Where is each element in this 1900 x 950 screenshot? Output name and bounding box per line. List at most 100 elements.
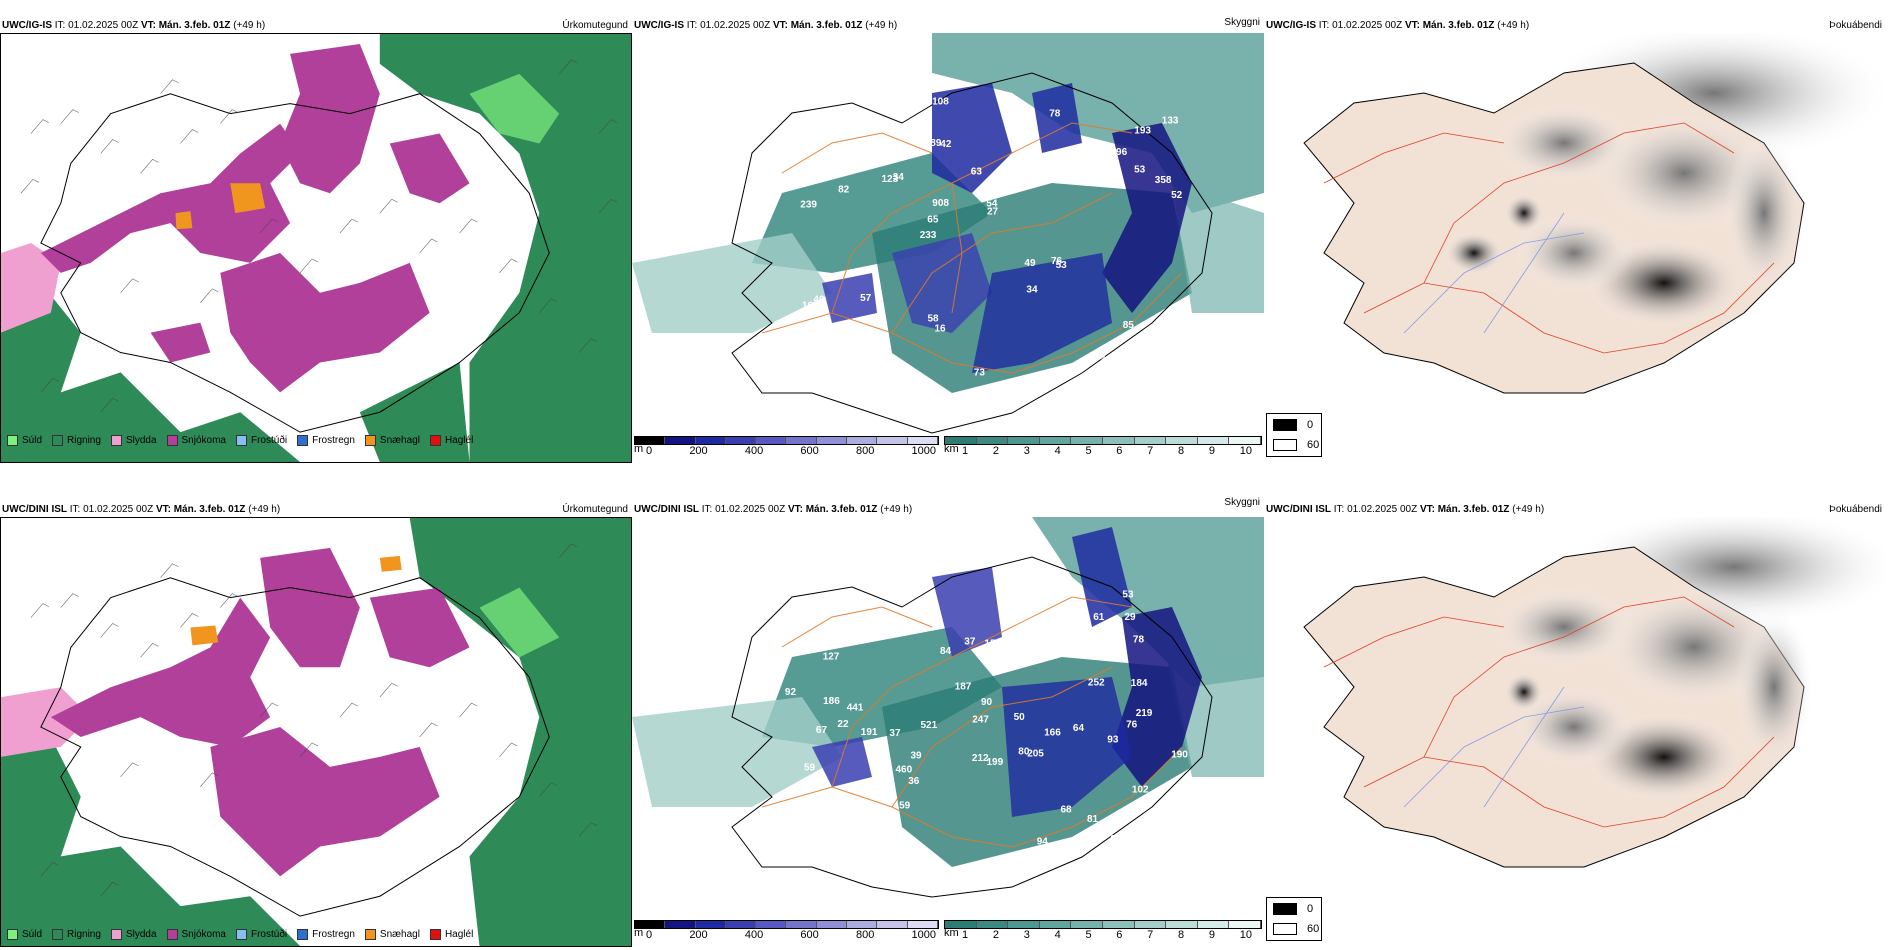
visibility-value-label: 34 bbox=[1026, 284, 1038, 295]
precip-type-map: Súld Rigning Slydda Snjókoma Frostúði Fr… bbox=[0, 517, 632, 947]
legend-item: Rigning bbox=[52, 929, 101, 940]
visibility-map-canvas: 237 22 80 87 102 127 46 37 30 37 50 81 36 57 50 59 64 90 9… bbox=[632, 517, 1264, 927]
visibility-value-label: 803 bbox=[858, 139, 875, 150]
fog-legend: 0 60 bbox=[1266, 413, 1322, 457]
panel-title: Úrkomutegund bbox=[562, 20, 628, 31]
visibility-value-label: 131 bbox=[820, 356, 837, 367]
visibility-value-label: 876 bbox=[1024, 574, 1041, 585]
fog-map bbox=[1264, 33, 1884, 463]
scale-unit-m: m bbox=[634, 927, 644, 939]
visibility-m-ticks: 0 200 400 600 800 1000 bbox=[646, 445, 936, 457]
panel-header: UWC/IG-IS IT: 01.02.2025 00Z VT: Mán. 3.… bbox=[2, 20, 266, 31]
fog-map-canvas bbox=[1264, 33, 1884, 463]
panel-precip-type-top: UWC/IG-IS IT: 01.02.2025 00Z VT: Mán. 3.… bbox=[0, 0, 632, 476]
legend-item: Frostregn bbox=[297, 435, 355, 446]
visibility-value-label: 521 bbox=[921, 720, 938, 731]
panel-title: Skyggni bbox=[1224, 497, 1260, 508]
visibility-map-canvas: 70 239 193 233 104 131 89 63 40 34 32 38 42 58 53 62 108… bbox=[632, 33, 1264, 463]
legend-item: Frostregn bbox=[297, 929, 355, 940]
visibility-value-label: 32 bbox=[784, 339, 796, 350]
visibility-value-label: 14 bbox=[1029, 590, 1041, 601]
visibility-value-label: 93 bbox=[1107, 735, 1119, 746]
visibility-value-label: 61 bbox=[1093, 612, 1105, 623]
visibility-value-label: 49 bbox=[1024, 258, 1036, 269]
fog-legend: 0 60 bbox=[1266, 897, 1322, 941]
visibility-value-label: 78 bbox=[1049, 109, 1061, 120]
panel-header: UWC/DINI ISL IT: 01.02.2025 00Z VT: Mán.… bbox=[2, 504, 281, 515]
panel-fog-top: UWC/IG-IS IT: 01.02.2025 00Z VT: Mán. 3.… bbox=[1264, 0, 1900, 476]
legend-item: Súld bbox=[7, 435, 42, 446]
visibility-value-label: 92 bbox=[785, 687, 797, 698]
visibility-value-label: 247 bbox=[972, 715, 989, 726]
visibility-value-label: 67 bbox=[816, 725, 828, 736]
legend-item: Snæhagl bbox=[364, 435, 420, 446]
visibility-value-label: 133 bbox=[1162, 115, 1179, 126]
visibility-value-label: 84 bbox=[940, 646, 952, 657]
precip-map-canvas bbox=[1, 34, 631, 462]
visibility-value-label: 163 bbox=[1013, 632, 1030, 643]
visibility-value-label: 219 bbox=[1136, 708, 1153, 719]
visibility-value-label: 82 bbox=[838, 185, 850, 196]
visibility-value-label: 78 bbox=[1133, 635, 1145, 646]
visibility-value-label: 90 bbox=[981, 697, 993, 708]
visibility-value-label: 80 bbox=[1018, 747, 1030, 758]
visibility-km-ticks: 1 2 3 4 5 6 7 8 9 10 bbox=[962, 929, 1252, 941]
visibility-value-label: 27 bbox=[987, 207, 999, 218]
visibility-m-colorbar bbox=[634, 436, 939, 445]
scale-unit-m: m bbox=[634, 443, 644, 455]
visibility-value-label: 53 bbox=[1122, 589, 1134, 600]
precip-legend: Súld Rigning Slydda Snjókoma Frostúði Fr… bbox=[7, 435, 473, 446]
visibility-value-label: 191 bbox=[861, 727, 878, 738]
visibility-value-labels: 237 22 80 87 102 127 46 37 30 37 50 81 36 57 50 59 64 90 9… bbox=[785, 574, 1188, 848]
visibility-value-label: 64 bbox=[1073, 723, 1085, 734]
visibility-value-label: 62 bbox=[806, 135, 818, 146]
visibility-m-colorbar bbox=[634, 920, 939, 929]
visibility-value-label: 51 bbox=[1095, 351, 1107, 362]
visibility-value-label: 127 bbox=[823, 652, 840, 663]
visibility-value-label: 46 bbox=[839, 795, 851, 806]
fog-map-canvas bbox=[1264, 517, 1884, 927]
visibility-value-label: 58 bbox=[928, 314, 940, 325]
panel-precip-type-bottom: UWC/DINI ISL IT: 01.02.2025 00Z VT: Mán.… bbox=[0, 474, 632, 950]
visibility-value-label: 38 bbox=[848, 327, 860, 338]
visibility-km-ticks: 1 2 3 4 5 6 7 8 9 10 bbox=[962, 445, 1252, 457]
visibility-value-label: 176 bbox=[1034, 630, 1051, 641]
visibility-map: 70 239 193 233 104 131 89 63 40 34 32 38 42 58 53 62 108… bbox=[632, 33, 1264, 463]
visibility-value-label: 186 bbox=[823, 696, 840, 707]
legend-item: Frostúði bbox=[235, 435, 287, 446]
visibility-value-label: 42 bbox=[940, 139, 952, 150]
precip-map-canvas bbox=[1, 518, 631, 946]
visibility-value-label: 89 bbox=[930, 138, 942, 149]
visibility-value-label: 237 bbox=[1110, 834, 1127, 845]
visibility-value-label: 37 bbox=[964, 637, 976, 648]
visibility-value-label: 196 bbox=[1111, 147, 1128, 158]
visibility-value-label: 123 bbox=[882, 174, 899, 185]
visibility-value-label: 59 bbox=[899, 801, 911, 812]
visibility-value-label: 59 bbox=[804, 763, 816, 774]
visibility-value-label: 102 bbox=[1132, 785, 1149, 796]
legend-item: Súld bbox=[7, 929, 42, 940]
panel-title: Þokuábendi bbox=[1829, 20, 1882, 31]
scale-unit-km: km bbox=[944, 927, 959, 939]
visibility-value-label: 57 bbox=[927, 607, 939, 618]
panel-header: UWC/IG-IS IT: 01.02.2025 00Z VT: Mán. 3.… bbox=[634, 20, 898, 31]
visibility-value-label: 70 bbox=[1128, 352, 1140, 363]
visibility-value-label: 52 bbox=[1171, 190, 1183, 201]
visibility-value-label: 40 bbox=[813, 295, 825, 306]
visibility-value-label: 37 bbox=[889, 728, 901, 739]
visibility-value-label: 233 bbox=[920, 230, 937, 241]
visibility-value-label: 76 bbox=[1051, 256, 1063, 267]
visibility-value-label: 108 bbox=[932, 97, 949, 108]
visibility-value-label: 50 bbox=[1043, 639, 1055, 650]
visibility-value-label: 29 bbox=[1125, 612, 1137, 623]
visibility-value-label: 199 bbox=[987, 757, 1004, 768]
legend-item: Slydda bbox=[110, 435, 157, 446]
visibility-value-label: 358 bbox=[1155, 175, 1172, 186]
legend-item: Rigning bbox=[52, 435, 101, 446]
visibility-value-label: 190 bbox=[1171, 749, 1188, 760]
legend-item: Snjókoma bbox=[166, 435, 226, 446]
visibility-value-labels: 70 239 193 233 104 131 89 63 40 34 32 38 42 58 53 62 108… bbox=[784, 97, 1183, 379]
visibility-value-label: 908 bbox=[932, 198, 949, 209]
visibility-value-label: 34 bbox=[893, 172, 905, 183]
visibility-value-label: 40 bbox=[859, 348, 871, 359]
